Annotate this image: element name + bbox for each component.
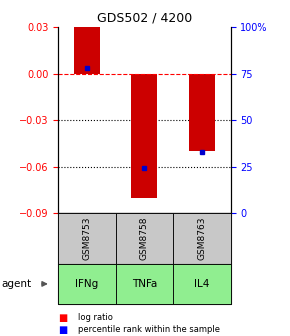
Text: percentile rank within the sample: percentile rank within the sample [78, 326, 220, 334]
Text: log ratio: log ratio [78, 313, 113, 322]
Text: IFNg: IFNg [75, 279, 98, 289]
Text: ■: ■ [58, 312, 67, 323]
Text: GSM8758: GSM8758 [140, 217, 149, 260]
Text: GSM8763: GSM8763 [197, 217, 206, 260]
Bar [189, 74, 215, 151]
Text: IL4: IL4 [194, 279, 209, 289]
Text: agent: agent [1, 279, 32, 289]
Bar [131, 74, 157, 198]
Text: TNFa: TNFa [132, 279, 157, 289]
Text: GSM8753: GSM8753 [82, 217, 91, 260]
Bar [74, 27, 100, 74]
Text: ■: ■ [58, 325, 67, 335]
Text: GDS502 / 4200: GDS502 / 4200 [97, 12, 193, 25]
